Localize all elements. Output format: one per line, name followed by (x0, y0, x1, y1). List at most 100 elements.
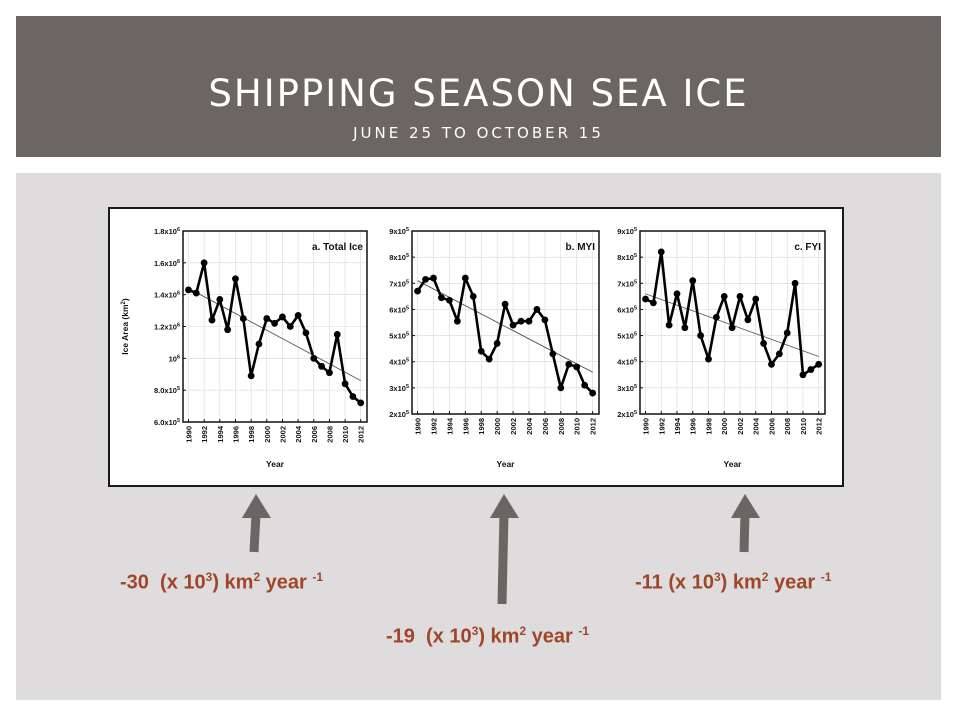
y-tick-label-base: 9x10 (389, 227, 406, 236)
trend-line (417, 280, 593, 373)
data-point (318, 362, 325, 370)
x-tick-label: 2006 (541, 418, 550, 435)
x-tick-label: 2000 (720, 418, 729, 435)
sea-ice-charts: 1.8x1061.6x1061.4x1061.2x1061068.0x1056.… (120, 227, 826, 469)
y-tick-label: 7x105 (389, 279, 409, 288)
data-point (326, 369, 333, 377)
y-tick-label-base: 9x10 (617, 227, 634, 236)
data-point (185, 286, 192, 294)
slide-title: SHIPPING SEASON SEA ICE (208, 72, 749, 115)
sea-ice-figure: 1.8x106 1.6x106 1.4x106 1.2x106 106 8.0x105 6.… (108, 207, 844, 487)
x-tick-label: 2010 (573, 418, 582, 435)
chart-panel: 9x1058x1057x1056x1055x1054x1053x1052x105… (617, 227, 826, 469)
y-tick-label: 8x105 (389, 253, 409, 262)
data-point (200, 259, 208, 267)
data-point (589, 389, 597, 397)
data-point (783, 329, 791, 337)
chart-panel: 9x1058x1057x1056x1055x1054x1053x1052x105… (389, 227, 600, 469)
x-tick-label: 2012 (815, 418, 824, 435)
data-point (557, 384, 565, 392)
panel-label: a. Total Ice (312, 242, 363, 253)
data-point (446, 296, 453, 304)
y-tick-label-base: 3x10 (617, 384, 634, 393)
rate-power: 2 (519, 624, 527, 638)
data-point (533, 306, 541, 313)
data-point (525, 317, 533, 325)
data-point (192, 289, 200, 297)
y-tick-label: 1.4x106 (154, 291, 180, 300)
rate-power: 3 (471, 624, 479, 638)
x-tick-label: 2002 (278, 426, 287, 443)
rate-value: -30 (120, 571, 149, 594)
x-axis-label: Year (724, 459, 743, 469)
data-point (357, 399, 365, 407)
data-point (501, 300, 509, 308)
y-tick-label: 1.8x106 (154, 227, 180, 236)
data-point (216, 296, 224, 303)
y-tick-label-exp: 5 (634, 305, 637, 311)
x-tick-label: 1998 (704, 418, 713, 435)
x-axis-label: Year (266, 459, 285, 469)
y-tick-label-base: 6.0x10 (154, 418, 177, 427)
y-tick-label-base: 2x10 (617, 410, 634, 419)
data-point (232, 275, 239, 283)
data-point (736, 292, 744, 300)
data-point (815, 360, 823, 368)
rate-unit: year (526, 625, 579, 648)
x-tick-label: 2002 (509, 418, 518, 435)
data-point (573, 363, 581, 371)
y-tick-label: 9x105 (617, 227, 637, 236)
y-tick-label: 6.0x105 (154, 418, 180, 427)
x-tick-label: 2008 (325, 426, 334, 443)
data-point (673, 290, 681, 298)
data-point (712, 313, 720, 321)
data-point (791, 279, 799, 287)
rate-unit: year (260, 571, 313, 594)
y-tick-label: 3x105 (389, 384, 409, 393)
data-point (438, 294, 445, 302)
y-tick-label-exp: 5 (177, 418, 180, 424)
x-tick-label: 2012 (357, 426, 366, 443)
y-tick-label: 9x105 (389, 227, 409, 236)
rate-unit: (x 10 (160, 571, 206, 594)
x-tick-label: 2004 (752, 417, 761, 435)
y-tick-label: 8x105 (617, 253, 637, 262)
y-axis-label-close: ) (120, 298, 130, 301)
y-tick-label-exp: 5 (406, 358, 409, 364)
data-point (657, 248, 665, 256)
rate-total-ice: -30 (x 103) km2 year -1 (120, 570, 323, 595)
y-tick-label-exp: 5 (406, 332, 409, 338)
x-tick-label: 2006 (310, 426, 319, 443)
y-axis-label-exp: 2 (121, 300, 127, 304)
data-point (247, 372, 255, 380)
arrow-up-icon (242, 494, 271, 553)
data-point (422, 275, 429, 283)
y-tick-label-base: 6x10 (617, 305, 634, 314)
y-tick-label-base: 6x10 (389, 305, 406, 314)
y-tick-label: 2x105 (389, 410, 409, 419)
title-banner: SHIPPING SEASON SEA ICE JUNE 25 TO OCTOB… (16, 16, 941, 157)
data-point (255, 340, 263, 348)
data-point (414, 287, 421, 295)
y-tick-label-exp: 5 (634, 279, 637, 285)
data-point (752, 295, 760, 303)
y-tick-label-exp: 6 (177, 323, 180, 329)
y-tick-label-exp: 5 (634, 384, 637, 390)
y-tick-label-base: 7x10 (389, 279, 406, 288)
data-point (681, 324, 689, 332)
x-tick-label: 1994 (216, 425, 225, 443)
y-tick-label-exp: 6 (177, 291, 180, 297)
data-point (279, 313, 286, 321)
data-point (349, 393, 357, 400)
y-tick-label: 4x105 (389, 358, 409, 367)
data-point (517, 317, 525, 325)
panel-label: c. FYI (794, 242, 821, 253)
y-tick-label: 6x105 (617, 305, 637, 314)
x-tick-label: 1990 (414, 418, 423, 435)
data-point (286, 323, 294, 330)
x-tick-label: 1992 (429, 418, 438, 435)
data-point (642, 295, 649, 303)
y-tick-label: 4x105 (617, 358, 637, 367)
data-point (271, 319, 279, 327)
y-tick-label-exp: 5 (634, 410, 637, 416)
